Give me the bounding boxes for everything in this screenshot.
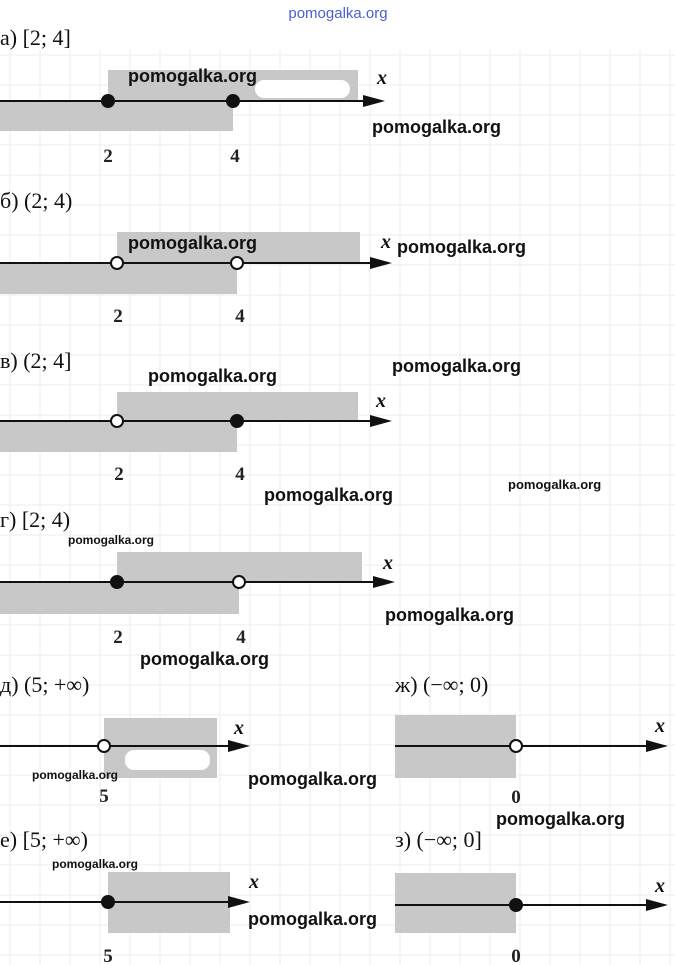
watermark: pomogalka.org xyxy=(397,237,526,257)
watermark: pomogalka.org xyxy=(385,605,514,625)
arrow-head xyxy=(370,415,392,427)
watermark: pomogalka.org xyxy=(496,809,625,829)
tick-label: 4 xyxy=(236,627,246,648)
closed-point xyxy=(101,895,115,909)
open-point xyxy=(230,256,244,270)
panel-label: г) [2; 4) xyxy=(0,507,70,532)
watermark: pomogalka.org xyxy=(52,857,138,871)
shaded-region xyxy=(0,101,233,131)
tick-label: 4 xyxy=(235,306,245,327)
blot xyxy=(125,750,210,770)
watermark: pomogalka.org xyxy=(140,649,269,669)
watermark: pomogalka.org xyxy=(508,477,601,492)
open-point xyxy=(110,256,124,270)
tick-label: 4 xyxy=(230,146,240,167)
panel-label: в) (2; 4] xyxy=(0,348,71,373)
arrow-head xyxy=(370,257,392,269)
panel-label: з) (−∞; 0] xyxy=(395,827,482,852)
closed-point xyxy=(110,575,124,589)
closed-point xyxy=(509,898,523,912)
axis-label: x xyxy=(654,715,665,737)
closed-point xyxy=(101,94,115,108)
arrow-head xyxy=(646,899,668,911)
closed-point xyxy=(226,94,240,108)
tick-label: 5 xyxy=(99,786,109,807)
watermark: pomogalka.org xyxy=(148,366,277,386)
watermark: pomogalka.org xyxy=(128,233,257,253)
watermark: pomogalka.org xyxy=(264,485,393,505)
watermark: pomogalka.org xyxy=(32,768,118,782)
tick-label: 0 xyxy=(511,787,521,808)
tick-label: 4 xyxy=(235,464,245,485)
watermark: pomogalka.org xyxy=(68,533,154,547)
closed-point xyxy=(230,414,244,428)
arrow-head xyxy=(228,896,250,908)
panel-label: е) [5; +∞) xyxy=(0,827,88,852)
open-point xyxy=(509,739,523,753)
tick-label: 2 xyxy=(114,464,124,485)
blot xyxy=(255,80,350,98)
arrow-head xyxy=(646,740,668,752)
panel-label: ж) (−∞; 0) xyxy=(394,672,488,697)
watermark: pomogalka.org xyxy=(248,909,377,929)
axis-label: x xyxy=(382,552,393,574)
tick-label: 5 xyxy=(103,946,113,965)
open-point xyxy=(110,414,124,428)
axis-label: x xyxy=(380,231,391,253)
tick-label: 2 xyxy=(113,627,123,648)
watermark: pomogalka.org xyxy=(288,5,387,22)
axis-label: x xyxy=(248,871,259,893)
arrow-head xyxy=(228,740,250,752)
watermark: pomogalka.org xyxy=(392,356,521,376)
open-point xyxy=(97,739,111,753)
shaded-region xyxy=(395,873,516,933)
panel-label: д) (5; +∞) xyxy=(0,672,89,697)
tick-label: 2 xyxy=(113,306,123,327)
watermark: pomogalka.org xyxy=(248,769,377,789)
watermark: pomogalka.org xyxy=(128,66,257,86)
arrow-head xyxy=(373,576,395,588)
tick-label: 2 xyxy=(103,146,113,167)
watermark: pomogalka.org xyxy=(372,117,501,137)
tick-label: 0 xyxy=(511,946,521,965)
open-point xyxy=(232,575,246,589)
panel-label: б) (2; 4) xyxy=(0,188,72,213)
arrow-head xyxy=(363,95,385,107)
axis-label: x xyxy=(233,717,244,739)
axis-label: x xyxy=(654,875,665,897)
panel-label: а) [2; 4] xyxy=(0,25,71,50)
axis-label: x xyxy=(375,390,386,412)
axis-label: x xyxy=(376,67,387,89)
